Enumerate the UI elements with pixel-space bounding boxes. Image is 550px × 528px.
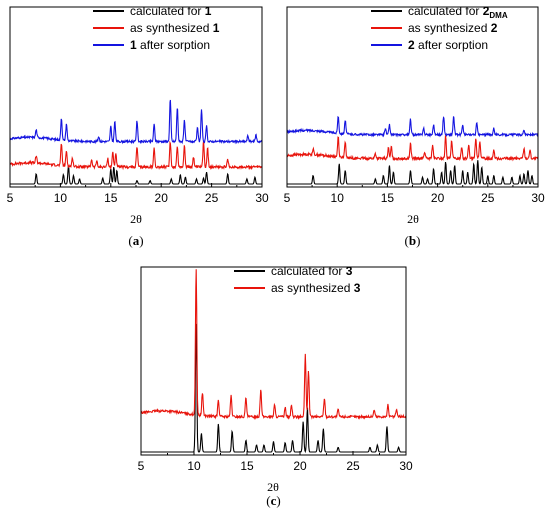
x-tick-label: 10 [331,191,345,205]
x-tick-label: 25 [481,191,495,205]
plot-frame [140,266,407,456]
series-line-2 [286,135,539,162]
legend-label: 1 after sorption [130,38,210,52]
x-tick-label: 5 [138,459,145,473]
x-tick-label: 15 [240,459,254,473]
series-line-2 [140,269,407,421]
x-axis-label: 2θ [267,480,279,494]
legend-label: as synthesized 3 [271,281,361,295]
series-line-3 [286,115,539,138]
x-tick-label: 15 [381,191,395,205]
series-line-1 [10,165,262,185]
x-tick-label: 10 [54,191,68,205]
x-tick-label: 20 [431,191,445,205]
panel-caption: (b) [405,233,421,248]
x-axis-label: 2θ [407,212,419,226]
x-tick-label: 15 [104,191,118,205]
legend-label: as synthesized 2 [408,21,498,35]
x-tick-label: 25 [205,191,219,205]
x-tick-label: 25 [346,459,360,473]
x-tick-label: 30 [399,459,413,473]
panel-caption: (c) [266,493,280,508]
legend-label: calculated for 2DMA [408,4,508,20]
x-tick-label: 30 [255,191,269,205]
legend-label: 2 after sorption [408,38,488,52]
chart-panel-a: 5 10 15 20 25 30 2θ calculated for 1 as synthesi… [7,4,269,248]
x-tick-label: 10 [187,459,201,473]
x-tick-label: 5 [284,191,291,205]
legend-label: calculated for 1 [130,4,212,18]
legend-label: as synthesized 1 [130,21,220,35]
series-line-1 [287,160,538,185]
legend-label: calculated for 3 [271,264,353,278]
series-line-3 [9,99,263,145]
chart-panel-c: 5 10 15 20 25 30 2θ calculated for 3 as synthesi… [138,264,413,508]
series-line-1 [141,323,406,454]
panel-caption: (a) [128,233,143,248]
x-tick-label: 5 [7,191,14,205]
x-tick-label: 30 [531,191,545,205]
x-tick-label: 20 [155,191,169,205]
series-line-2 [9,140,263,171]
x-tick-label: 20 [293,459,307,473]
x-axis-label: 2θ [130,212,142,226]
